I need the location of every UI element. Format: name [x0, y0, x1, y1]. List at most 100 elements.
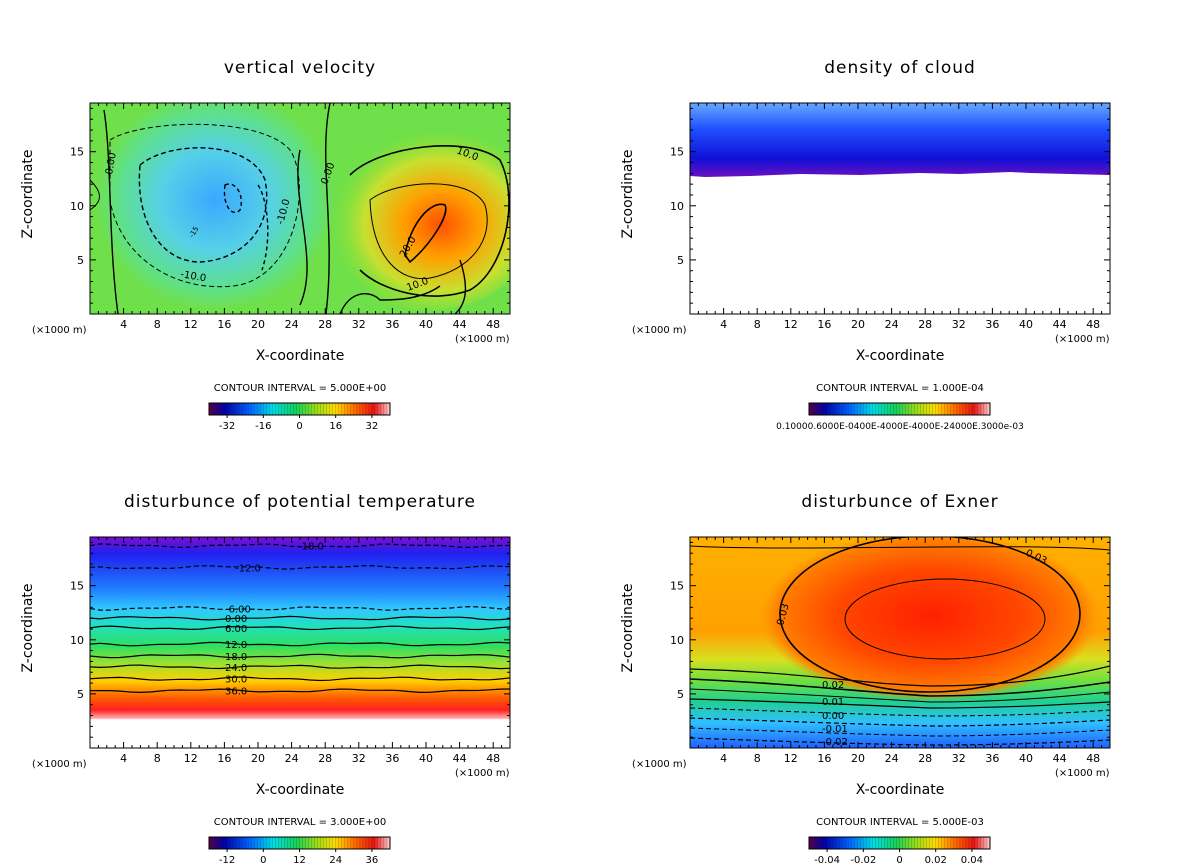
colorbar-tick-label: 0.02 — [925, 855, 947, 866]
contour-line — [89, 653, 511, 659]
panel-density-of-cloud: density of cloud 4 8 12 16 20 24 28 32 36 40 44 48 5… — [600, 0, 1200, 434]
x-tick-label: 20 — [851, 318, 865, 331]
x-tick-label: 8 — [154, 752, 161, 765]
x-tick-label: 28 — [318, 752, 332, 765]
y-axis-label: Z-coordinate — [20, 583, 36, 673]
x-unit-right: (×1000 m) — [1055, 334, 1110, 345]
x-tick-label: 4 — [120, 752, 127, 765]
contour-label: -10.0 — [179, 269, 206, 284]
chart-title: disturbunce of potential temperature — [123, 492, 477, 512]
colorbar-tick-label: -16 — [255, 421, 271, 432]
colorbar-tick-label: 16 — [329, 421, 342, 432]
x-tick-label: 8 — [154, 318, 161, 331]
plot-area: 0.00 -10.0 -10.0 0.00 10.0 20.0 10.0 -15… — [70, 102, 511, 432]
y-tick-label: 5 — [77, 254, 84, 267]
x-axis-label: X-coordinate — [255, 782, 345, 798]
x-unit-right: (×1000 m) — [1055, 768, 1110, 779]
x-tick-label: 16 — [217, 752, 231, 765]
contour-label: 36.0 — [225, 687, 247, 698]
x-tick-label: 36 — [985, 752, 999, 765]
x-unit-right: (×1000 m) — [455, 334, 510, 345]
contour-line — [89, 641, 511, 647]
contour-line — [89, 615, 511, 621]
y-tick-label: 15 — [70, 580, 84, 593]
contour-label: 0.00 — [225, 614, 247, 625]
contour-label: 24.0 — [225, 663, 247, 674]
x-tick-label: 40 — [419, 318, 433, 331]
x-tick-label: 12 — [784, 752, 798, 765]
y-tick-label: 10 — [670, 634, 684, 647]
x-tick-label: 24 — [885, 318, 899, 331]
contour-interval: CONTOUR INTERVAL = 1.000E-04 — [816, 383, 984, 394]
x-unit-left: (×1000 m) — [632, 759, 687, 770]
x-unit-left: (×1000 m) — [32, 325, 87, 336]
panel-potential-temperature: disturbunce of potential temperature -18… — [0, 434, 600, 868]
x-axis-label: X-coordinate — [255, 348, 345, 364]
colorbar-tick-label: 0 — [260, 855, 266, 866]
contour-label: 0.01 — [822, 697, 844, 708]
contour-label: -0.01 — [822, 724, 848, 735]
x-tick-label: 32 — [352, 318, 366, 331]
colorbar-tick-label: -0.04 — [814, 855, 840, 866]
x-unit-left: (×1000 m) — [632, 325, 687, 336]
x-tick-label: 16 — [217, 318, 231, 331]
colorbar-tick-label: -32 — [219, 421, 235, 432]
y-tick-label: 10 — [70, 634, 84, 647]
colorbar-tick-label: -0.02 — [850, 855, 876, 866]
colorbar-tick-label: 12 — [293, 855, 306, 866]
contour-label: -12.0 — [235, 563, 261, 574]
y-tick-label: 15 — [670, 580, 684, 593]
chart-title: vertical velocity — [223, 58, 377, 78]
contour-interval: CONTOUR INTERVAL = 3.000E+00 — [213, 817, 387, 828]
x-tick-label: 36 — [385, 752, 399, 765]
x-tick-label: 40 — [1019, 752, 1033, 765]
y-tick-label: 10 — [670, 200, 684, 213]
x-tick-label: 48 — [486, 752, 500, 765]
x-tick-label: 20 — [851, 752, 865, 765]
x-tick-label: 32 — [952, 752, 966, 765]
y-tick-label: 15 — [70, 146, 84, 159]
y-tick-label: 5 — [677, 688, 684, 701]
colorbar-tick-label: 0 — [296, 421, 302, 432]
x-tick-label: 44 — [453, 752, 467, 765]
colorbar-tick-label: 0.04 — [961, 855, 983, 866]
x-tick-label: 16 — [817, 752, 831, 765]
x-tick-label: 4 — [720, 752, 727, 765]
contour-line — [89, 625, 511, 631]
contour-line — [89, 676, 511, 682]
x-tick-label: 8 — [754, 752, 761, 765]
y-axis-label: Z-coordinate — [620, 149, 636, 239]
contour-interval: CONTOUR INTERVAL = 5.000E-03 — [816, 817, 984, 828]
chart-title: disturbunce of Exner — [801, 492, 999, 512]
colorbar-tick-labels: 0.10000.6000E-0400E-4000E-4000E-24000E.3… — [776, 422, 1024, 432]
x-unit-right: (×1000 m) — [455, 768, 510, 779]
y-tick-label: 5 — [677, 254, 684, 267]
x-tick-label: 44 — [453, 318, 467, 331]
plot-area: -18.0-12.0-6.000.006.0012.018.024.030.03… — [70, 536, 511, 866]
contour-label: 18.0 — [225, 652, 247, 663]
x-tick-label: 20 — [251, 752, 265, 765]
x-axis-label: X-coordinate — [855, 782, 945, 798]
x-tick-label: 40 — [1019, 318, 1033, 331]
contour-label: 30.0 — [225, 675, 247, 686]
x-tick-label: 24 — [885, 752, 899, 765]
colorbar-tick-label: 24 — [329, 855, 342, 866]
contour-line — [89, 664, 511, 670]
x-tick-label: 8 — [754, 318, 761, 331]
y-tick-label: 10 — [70, 200, 84, 213]
x-tick-label: 4 — [120, 318, 127, 331]
contour-label: -6.00 — [225, 604, 251, 615]
x-tick-label: 12 — [184, 318, 198, 331]
contour-line — [89, 543, 510, 549]
colorbar-tick-label: -12 — [219, 855, 235, 866]
x-tick-label: 48 — [1086, 318, 1100, 331]
x-tick-label: 4 — [720, 318, 727, 331]
contour-label: 0.00 — [104, 152, 119, 176]
x-tick-label: 32 — [952, 318, 966, 331]
contour-label: 12.0 — [225, 640, 247, 651]
y-axis-label: Z-coordinate — [620, 583, 636, 673]
x-tick-label: 20 — [251, 318, 265, 331]
x-tick-label: 12 — [784, 318, 798, 331]
contour-label: -0.02 — [822, 737, 848, 748]
